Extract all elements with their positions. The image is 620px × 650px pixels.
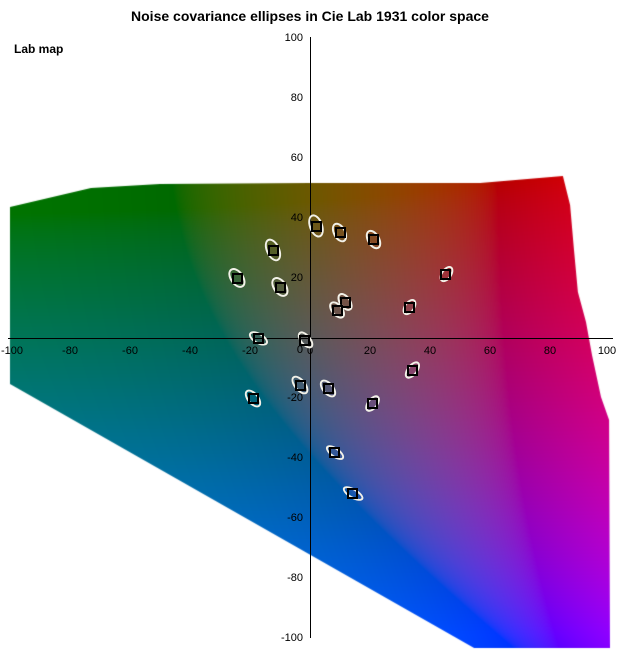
y-tick-label: -80 (287, 572, 303, 584)
ellipse-center-marker (440, 268, 452, 280)
y-tick-label: 80 (290, 92, 303, 104)
x-tick-label: -100 (0, 345, 24, 357)
ellipse-center-marker (368, 233, 380, 245)
ellipse-center-marker (299, 334, 311, 346)
x-tick-label: -20 (242, 345, 258, 357)
x-tick-label: 20 (363, 345, 377, 357)
ellipse-center-marker (403, 301, 415, 313)
y-tick-label: -20 (287, 392, 303, 404)
y-tick-label: 40 (290, 212, 303, 224)
y-tick-label: 60 (290, 152, 303, 164)
x-tick-label: 80 (543, 345, 557, 357)
x-tick-label: 40 (423, 345, 437, 357)
x-tick-label: 60 (483, 345, 497, 357)
x-tick-label: -40 (182, 345, 198, 357)
ellipse-center-marker (347, 487, 359, 499)
x-tick-label: -60 (122, 345, 138, 357)
ellipse-center-marker (231, 272, 243, 284)
y-axis-line (310, 37, 311, 638)
x-tick-label: -80 (62, 345, 78, 357)
ellipse-center-marker (406, 364, 418, 376)
ellipse-center-marker (294, 379, 306, 391)
page-title: Noise covariance ellipses in Cie Lab 193… (131, 8, 489, 24)
ellipse-center-marker (366, 397, 378, 409)
ellipse-center-marker (339, 296, 351, 308)
y-tick-label: -40 (287, 452, 303, 464)
ellipse-center-marker (331, 304, 343, 316)
y-tick-label: 0 (296, 344, 303, 356)
ellipse-center-marker (322, 382, 334, 394)
ellipse-center-marker (334, 226, 346, 238)
ellipse-center-marker (329, 447, 341, 459)
ellipse-center-marker (274, 281, 286, 293)
y-tick-label: -100 (280, 632, 303, 644)
ellipse-center-marker (267, 244, 279, 256)
ellipse-center-marker (247, 393, 259, 405)
y-tick-label: -60 (287, 512, 303, 524)
lab-map-label: Lab map (14, 42, 64, 56)
x-tick-label: 100 (597, 345, 617, 357)
x-tick-label: 0 (306, 345, 314, 357)
ellipse-center-marker (252, 333, 264, 345)
ellipse-center-marker (310, 220, 322, 232)
y-tick-label: 100 (284, 32, 303, 44)
y-tick-label: 20 (290, 272, 303, 284)
